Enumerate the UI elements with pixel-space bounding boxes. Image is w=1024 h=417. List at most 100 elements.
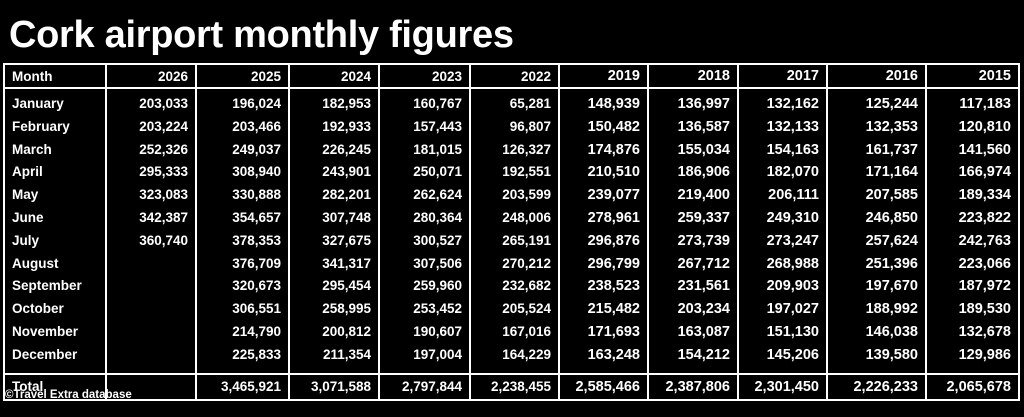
value-cell: 214,790 (195, 320, 290, 344)
value-cell: 145,206 (737, 343, 828, 374)
total-label: Total (3, 372, 107, 401)
value-cell (105, 298, 197, 321)
value-cell: 146,038 (826, 320, 927, 344)
value-cell: 225,833 (195, 343, 290, 374)
value-cell: 252,326 (105, 138, 197, 162)
value-cell: 207,585 (826, 184, 927, 207)
table-row: February 203,224 203,466 192,933 157,443 96,8… (3, 115, 1020, 139)
value-cell: 243,901 (288, 161, 380, 185)
total-value-cell: 2,387,806 (647, 372, 739, 401)
value-cell: 203,224 (105, 115, 197, 139)
header-row: Month 2026 2025 2024 2023 2022 2019 2018… (3, 63, 1020, 89)
value-cell: 251,396 (826, 252, 927, 276)
month-cell: November (3, 320, 107, 344)
value-cell: 246,850 (826, 206, 927, 230)
value-cell: 187,972 (925, 275, 1020, 299)
table-row: January 203,033 196,024 182,953 160,767 65,28… (3, 88, 1020, 116)
value-cell: 267,712 (647, 252, 739, 276)
value-cell: 126,327 (469, 138, 560, 162)
value-cell: 223,822 (925, 206, 1020, 230)
value-cell: 259,960 (378, 275, 471, 299)
column-header-2022: 2022 (469, 63, 560, 89)
column-header-2026: 2026 (105, 63, 197, 89)
value-cell: 166,974 (925, 161, 1020, 185)
monthly-figures-table: Month 2026 2025 2024 2023 2022 2019 2018… (3, 63, 1020, 401)
month-cell: September (3, 275, 107, 299)
value-cell: 181,015 (378, 138, 471, 162)
value-cell (105, 320, 197, 344)
value-cell: 253,452 (378, 298, 471, 321)
value-cell (105, 252, 197, 276)
value-cell: 232,682 (469, 275, 560, 299)
table-row: March 252,326 249,037 226,245 181,015 126,327… (3, 138, 1020, 162)
value-cell: 223,066 (925, 252, 1020, 276)
value-cell: 248,006 (469, 206, 560, 230)
value-cell: 231,561 (647, 275, 739, 299)
value-cell: 192,933 (288, 115, 380, 139)
value-cell: 136,997 (647, 88, 739, 116)
total-value-cell: 3,465,921 (195, 372, 290, 401)
value-cell: 239,077 (558, 184, 649, 207)
value-cell: 182,953 (288, 88, 380, 116)
column-header-2015: 2015 (925, 63, 1020, 89)
value-cell: 164,229 (469, 343, 560, 374)
table-row: October 306,551 258,995 253,452 205,524 215,4… (3, 298, 1020, 321)
month-cell: May (3, 184, 107, 207)
value-cell: 295,454 (288, 275, 380, 299)
value-cell: 154,163 (737, 138, 828, 162)
value-cell: 120,810 (925, 115, 1020, 139)
month-cell: March (3, 138, 107, 162)
value-cell: 132,162 (737, 88, 828, 116)
value-cell: 163,087 (647, 320, 739, 344)
value-cell: 139,580 (826, 343, 927, 374)
value-cell (105, 343, 197, 374)
value-cell: 282,201 (288, 184, 380, 207)
value-cell: 96,807 (469, 115, 560, 139)
total-value-cell: 2,065,678 (925, 372, 1020, 401)
value-cell: 308,940 (195, 161, 290, 185)
column-header-2019: 2019 (558, 63, 649, 89)
value-cell: 136,587 (647, 115, 739, 139)
value-cell: 296,799 (558, 252, 649, 276)
value-cell: 259,337 (647, 206, 739, 230)
value-cell: 238,523 (558, 275, 649, 299)
total-value-cell: 3,071,588 (288, 372, 380, 401)
value-cell: 171,693 (558, 320, 649, 344)
column-header-2024: 2024 (288, 63, 380, 89)
month-cell: January (3, 88, 107, 116)
value-cell: 206,111 (737, 184, 828, 207)
value-cell: 330,888 (195, 184, 290, 207)
value-cell: 278,961 (558, 206, 649, 230)
total-value-cell: 2,226,233 (826, 372, 927, 401)
month-cell: February (3, 115, 107, 139)
value-cell: 189,334 (925, 184, 1020, 207)
total-value-cell: 2,301,450 (737, 372, 828, 401)
value-cell: 280,364 (378, 206, 471, 230)
month-cell: July (3, 229, 107, 253)
table-row: April 295,333 308,940 243,901 250,071 192,551… (3, 161, 1020, 185)
month-cell: December (3, 343, 107, 374)
table-row: August 376,709 341,317 307,506 270,212 296,79… (3, 252, 1020, 276)
value-cell: 174,876 (558, 138, 649, 162)
value-cell: 268,988 (737, 252, 828, 276)
page-title: Cork airport monthly figures (9, 14, 514, 56)
total-value-cell: 2,238,455 (469, 372, 560, 401)
value-cell: 189,530 (925, 298, 1020, 321)
value-cell: 190,607 (378, 320, 471, 344)
value-cell: 320,673 (195, 275, 290, 299)
value-cell: 150,482 (558, 115, 649, 139)
value-cell: 249,310 (737, 206, 828, 230)
value-cell: 323,083 (105, 184, 197, 207)
value-cell: 209,903 (737, 275, 828, 299)
value-cell: 250,071 (378, 161, 471, 185)
month-cell: June (3, 206, 107, 230)
value-cell: 196,024 (195, 88, 290, 116)
month-cell: August (3, 252, 107, 276)
value-cell: 376,709 (195, 252, 290, 276)
value-cell: 197,670 (826, 275, 927, 299)
value-cell: 378,353 (195, 229, 290, 253)
value-cell: 265,191 (469, 229, 560, 253)
value-cell: 132,133 (737, 115, 828, 139)
value-cell: 197,004 (378, 343, 471, 374)
value-cell: 192,551 (469, 161, 560, 185)
